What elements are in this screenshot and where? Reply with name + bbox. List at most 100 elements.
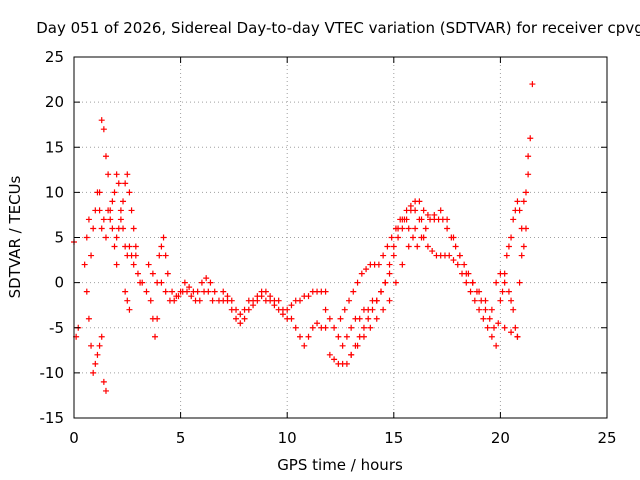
series-early-4 [113, 171, 139, 313]
data-point [160, 234, 167, 241]
data-point [288, 315, 295, 322]
data-point [414, 243, 421, 250]
data-point [354, 279, 361, 286]
chart-title: Day 051 of 2026, Sidereal Day-to-day VTE… [36, 19, 640, 37]
data-point [343, 333, 350, 340]
data-points [71, 81, 536, 394]
data-point [220, 288, 227, 295]
data-point [505, 243, 512, 250]
data-point [450, 257, 457, 264]
data-point [296, 333, 303, 340]
data-point [120, 198, 127, 205]
data-point [262, 288, 269, 295]
data-point [158, 279, 165, 286]
data-point [275, 297, 282, 304]
data-point [508, 234, 515, 241]
data-point [152, 333, 159, 340]
data-point [267, 297, 274, 304]
data-point [416, 198, 423, 205]
data-point [356, 315, 363, 322]
data-point [527, 135, 534, 142]
data-point [124, 171, 131, 178]
data-point [388, 234, 395, 241]
data-point [162, 288, 169, 295]
series-evening-2 [493, 153, 532, 340]
data-point [514, 333, 521, 340]
y-tick-label: 15 [45, 138, 64, 156]
series-afternoon-1 [322, 198, 427, 349]
data-point [390, 243, 397, 250]
data-point [380, 252, 387, 259]
data-point [409, 234, 416, 241]
data-point [156, 252, 163, 259]
data-point [378, 288, 385, 295]
data-point [476, 288, 483, 295]
data-point [339, 342, 346, 349]
data-point [139, 279, 146, 286]
data-point [98, 225, 105, 232]
data-point [508, 329, 515, 336]
data-point [322, 324, 329, 331]
data-point [392, 225, 399, 232]
data-point [130, 261, 137, 268]
data-point [382, 279, 389, 286]
data-point [88, 252, 95, 259]
data-point [117, 216, 124, 223]
data-point [102, 387, 109, 394]
data-point [516, 207, 523, 214]
axis-ticks: 0 5 10 15 20 25 -15 -10 -5 0 5 10 15 20 25 [40, 48, 617, 447]
data-point [237, 320, 244, 327]
data-point [233, 315, 240, 322]
data-point [228, 306, 235, 313]
data-point [205, 288, 212, 295]
data-point [88, 342, 95, 349]
data-point [341, 306, 348, 313]
data-point [305, 333, 312, 340]
x-tick-label: 10 [278, 429, 297, 447]
data-point [522, 225, 529, 232]
data-point [275, 306, 282, 313]
data-point [126, 243, 133, 250]
data-point [412, 207, 419, 214]
data-point [322, 306, 329, 313]
y-tick-label: 10 [45, 183, 64, 201]
data-point [111, 189, 118, 196]
data-point [171, 297, 178, 304]
y-tick-label: -5 [49, 319, 64, 337]
data-point [437, 207, 444, 214]
data-point [326, 351, 333, 358]
x-tick-label: 15 [384, 429, 403, 447]
data-point [488, 306, 495, 313]
data-point [461, 261, 468, 268]
data-point [188, 293, 195, 300]
data-point [501, 279, 508, 286]
data-point [493, 279, 500, 286]
y-tick-label: -10 [40, 364, 65, 382]
data-point [237, 311, 244, 318]
data-point [100, 126, 107, 133]
data-point [495, 320, 502, 327]
data-point [486, 315, 493, 322]
data-point [386, 270, 393, 277]
data-point [358, 270, 365, 277]
data-point [284, 306, 291, 313]
data-point [508, 297, 515, 304]
data-point [98, 117, 105, 124]
data-point [122, 288, 129, 295]
data-point [405, 225, 412, 232]
data-point [493, 342, 500, 349]
series-evening [497, 81, 536, 304]
data-point [412, 225, 419, 232]
data-point [81, 261, 88, 268]
data-point [96, 342, 103, 349]
data-point [386, 261, 393, 268]
data-point [392, 279, 399, 286]
x-tick-label: 0 [69, 429, 79, 447]
data-point [85, 315, 92, 322]
data-point [203, 275, 210, 282]
data-point [113, 171, 120, 178]
data-point [444, 216, 451, 223]
data-point [522, 189, 529, 196]
data-point [92, 360, 99, 367]
data-point [497, 270, 504, 277]
